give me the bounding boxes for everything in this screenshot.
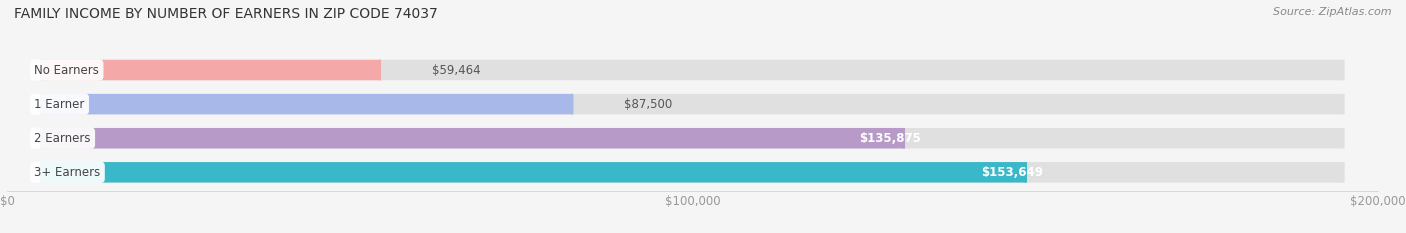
Text: 2 Earners: 2 Earners <box>35 132 91 145</box>
Text: FAMILY INCOME BY NUMBER OF EARNERS IN ZIP CODE 74037: FAMILY INCOME BY NUMBER OF EARNERS IN ZI… <box>14 7 437 21</box>
FancyBboxPatch shape <box>41 94 572 114</box>
FancyBboxPatch shape <box>41 162 1344 182</box>
Text: No Earners: No Earners <box>35 64 100 76</box>
Text: 3+ Earners: 3+ Earners <box>35 166 101 179</box>
Text: $153,649: $153,649 <box>981 166 1043 179</box>
Text: $59,464: $59,464 <box>432 64 481 76</box>
FancyBboxPatch shape <box>41 128 1344 148</box>
FancyBboxPatch shape <box>41 162 1026 182</box>
FancyBboxPatch shape <box>41 60 1344 80</box>
FancyBboxPatch shape <box>41 60 381 80</box>
FancyBboxPatch shape <box>41 128 904 148</box>
Text: Source: ZipAtlas.com: Source: ZipAtlas.com <box>1274 7 1392 17</box>
Text: $87,500: $87,500 <box>624 98 672 111</box>
Text: $135,875: $135,875 <box>859 132 921 145</box>
FancyBboxPatch shape <box>41 94 1344 114</box>
Text: 1 Earner: 1 Earner <box>35 98 84 111</box>
